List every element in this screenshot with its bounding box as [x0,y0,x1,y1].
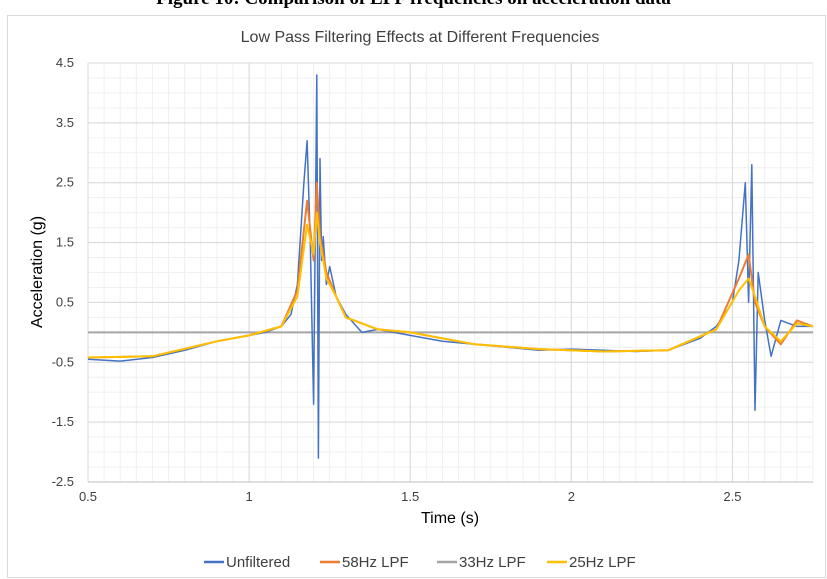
legend-label: 33Hz LPF [459,554,526,571]
series-lines [87,74,814,459]
y-tick-label: 3.5 [56,115,74,130]
y-tick-label: 1.5 [56,235,74,250]
y-tick-label: 0.5 [56,294,74,309]
tick-labels: 0.5 1 1.5 2 2.5 4.5 3.5 2.5 1.5 0.5 -0.5 -1.5 -2.5 [52,55,742,504]
y-tick-label: -0.5 [52,354,74,369]
y-tick-label: -2.5 [52,474,74,489]
gridlines [87,62,814,483]
series-line [87,74,813,459]
chart-frame [7,15,826,578]
series-line [87,211,814,359]
legend: Unfiltered 58Hz LPF 33Hz LPF 25Hz LPF [204,554,636,571]
legend-label: 25Hz LPF [569,554,636,571]
x-tick-label: 1 [245,489,252,504]
y-axis-title: Acceleration (g) [29,216,46,328]
legend-label: Unfiltered [226,554,290,571]
y-tick-label: -1.5 [52,414,74,429]
caption-fragment: Figure 10: Comparison of LPF frequencies… [0,0,827,10]
x-axis-title: Time (s) [421,510,479,527]
x-tick-label: 2.5 [723,489,741,504]
x-tick-label: 1.5 [401,489,419,504]
chart-title: Low Pass Filtering Effects at Different … [241,29,600,46]
x-tick-label: 2 [568,489,575,504]
y-tick-label: 4.5 [56,55,74,70]
x-tick-label: 0.5 [79,489,97,504]
legend-label: 58Hz LPF [342,554,409,571]
series-line [87,181,814,359]
cropped-caption: Figure 10: Comparison of LPF frequencies… [0,0,827,14]
y-tick-label: 2.5 [56,175,74,190]
